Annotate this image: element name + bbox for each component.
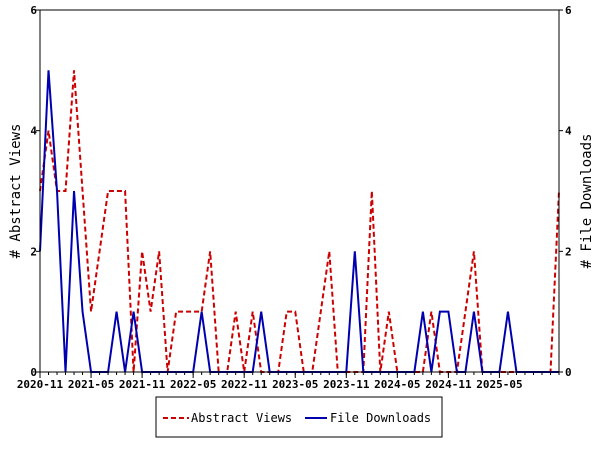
y2-tick-label: 2 bbox=[565, 245, 572, 258]
legend-label-file-downloads: File Downloads bbox=[330, 411, 431, 425]
x-tick-label: 2021-11 bbox=[119, 378, 166, 391]
y2-axis-title: # File Downloads bbox=[579, 134, 595, 269]
x-tick-label: 2022-05 bbox=[170, 378, 216, 391]
series-line-abstract-views bbox=[39, 70, 560, 373]
y-tick-label: 2 bbox=[30, 245, 37, 258]
legend-label-abstract-views: Abstract Views bbox=[191, 411, 292, 425]
x-tick-label: 2023-05 bbox=[272, 378, 318, 391]
series-line-file-downloads bbox=[39, 70, 559, 373]
y2-tick-label: 0 bbox=[565, 366, 572, 379]
x-tick-label: 2024-05 bbox=[374, 378, 420, 391]
y-tick-label: 0 bbox=[30, 366, 37, 379]
x-tick-label: 2021-05 bbox=[68, 378, 114, 391]
x-tick-label: 2022-11 bbox=[221, 378, 268, 391]
x-tick-label: 2023-11 bbox=[323, 378, 370, 391]
y-tick-label: 4 bbox=[30, 125, 37, 138]
plot-frame bbox=[39, 9, 560, 373]
y2-tick-label: 6 bbox=[565, 4, 572, 17]
x-tick-label: 2024-11 bbox=[425, 378, 472, 391]
x-tick-label: 2025-05 bbox=[476, 378, 522, 391]
x-tick-label: 2020-11 bbox=[17, 378, 64, 391]
legend: Abstract Views File Downloads bbox=[155, 396, 443, 438]
y-tick-label: 6 bbox=[30, 4, 37, 17]
y2-tick-label: 4 bbox=[565, 125, 572, 138]
legend-box bbox=[155, 396, 443, 438]
y-axis-title: # Abstract Views bbox=[8, 124, 24, 259]
